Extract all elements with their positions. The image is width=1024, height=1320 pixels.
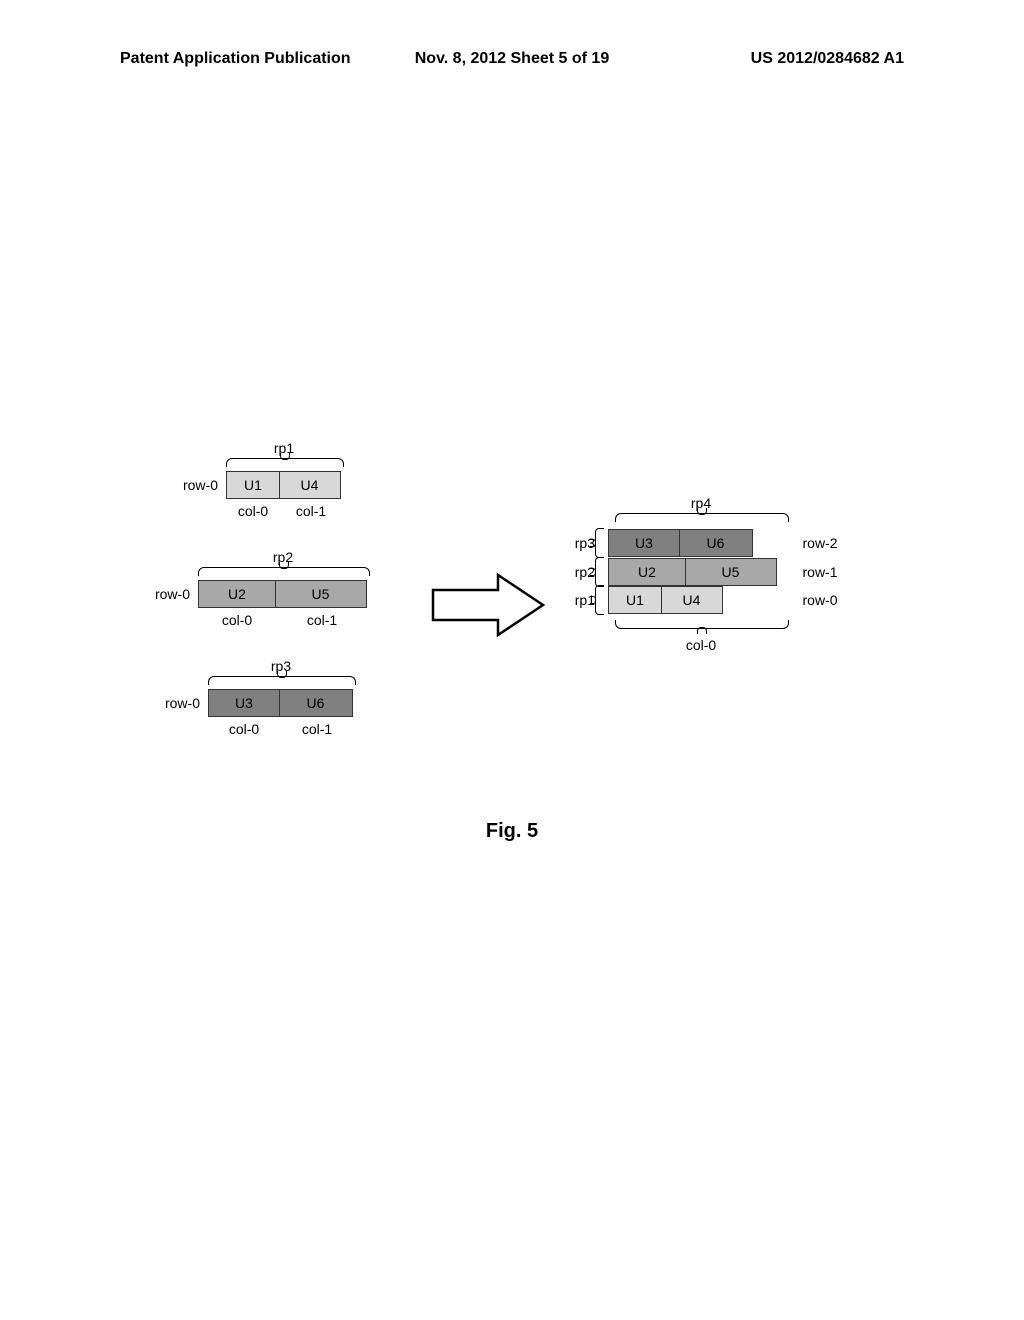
right-row-0: rp1 U1 U4 row-0 [560,585,838,615]
right-cell-u4: U4 [661,586,723,614]
right-cell-u1: U1 [608,586,662,614]
rp1-row-label: row-0 [168,477,218,493]
rp3-block: rp3 row-0 U3 U6 col-0 col-1 [150,658,370,737]
right-cell-u5: U5 [685,558,777,586]
rp3-col-labels: col-0 col-1 [208,721,370,737]
rp3-brace [208,676,356,685]
rp3-col0: col-0 [208,721,280,737]
right-row1-label: row-1 [803,564,838,580]
rp1-brace-left [595,585,604,615]
rp3-row: row-0 U3 U6 [150,689,370,717]
rp2-brace [198,567,370,576]
rp1-col-labels: col-0 col-1 [226,503,370,519]
rp1-row: row-0 U1 U4 [168,471,370,499]
rp2-col0: col-0 [198,612,276,628]
rp2-row: row-0 U2 U5 [140,580,370,608]
rp2-col-labels: col-0 col-1 [198,612,370,628]
right-row2-label: row-2 [803,535,838,551]
rp1-brace [226,458,344,467]
arrow-icon [428,570,548,640]
rp2-row-label: row-0 [140,586,190,602]
right-row0-label: row-0 [803,592,838,608]
right-cell-u6: U6 [679,529,753,557]
figure-title: Fig. 5 [0,820,1024,843]
rp4-brace-top [615,513,789,522]
rp3-row-label: row-0 [150,695,200,711]
left-group: rp1 row-0 U1 U4 col-0 col-1 rp2 row-0 U2… [140,440,370,767]
rp3-brace-left [595,528,604,558]
rp1-col0: col-0 [226,503,280,519]
right-col0-label: col-0 [615,637,787,653]
rp2-cell-u5: U5 [275,580,367,608]
right-group: rp4 rp3 U3 U6 row-2 rp2 U2 U5 row-1 rp1 … [560,495,838,653]
header-center: Nov. 8, 2012 Sheet 5 of 19 [381,50,642,68]
rp1-block: rp1 row-0 U1 U4 col-0 col-1 [168,440,370,519]
figure-container: rp1 row-0 U1 U4 col-0 col-1 rp2 row-0 U2… [0,440,1024,840]
right-cell-u3: U3 [608,529,680,557]
rp1-col1: col-1 [280,503,342,519]
rp3-cell-u3: U3 [208,689,280,717]
header-left: Patent Application Publication [120,50,381,68]
right-cell-u2: U2 [608,558,686,586]
header-right: US 2012/0284682 A1 [643,50,904,68]
rp3-col1: col-1 [280,721,354,737]
right-row-1: rp2 U2 U5 row-1 [560,557,838,587]
rp2-cell-u2: U2 [198,580,276,608]
rp2-block: rp2 row-0 U2 U5 col-0 col-1 [140,549,370,628]
col0-brace-bottom [615,620,789,629]
right-row-2: rp3 U3 U6 row-2 [560,528,838,558]
rp1-cell-u4: U4 [279,471,341,499]
rp1-cell-u1: U1 [226,471,280,499]
rp2-col1: col-1 [276,612,368,628]
rp2-brace-left [595,557,604,587]
rp3-cell-u6: U6 [279,689,353,717]
header: Patent Application Publication Nov. 8, 2… [0,50,1024,68]
